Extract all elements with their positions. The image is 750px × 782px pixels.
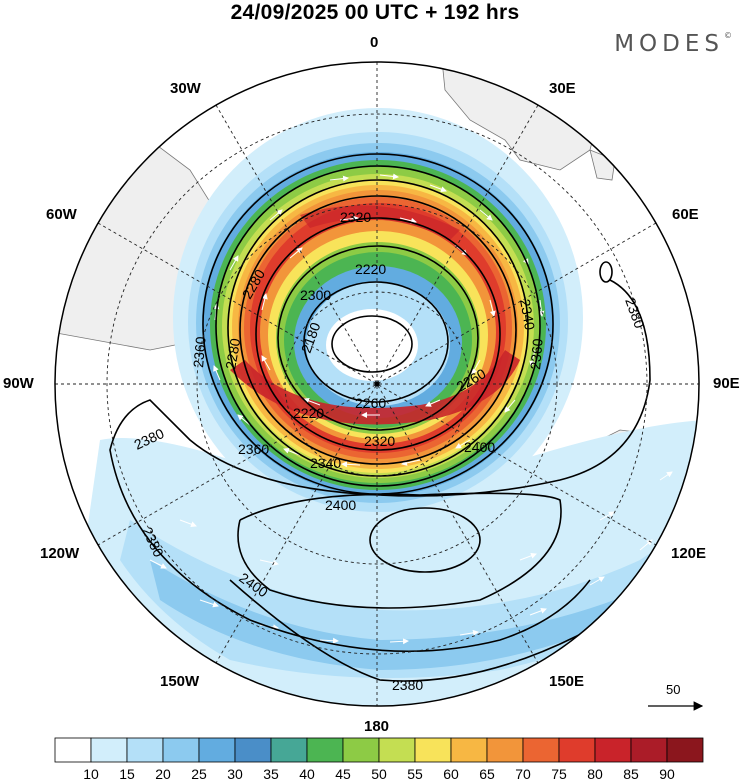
contour-label: 2400 bbox=[325, 497, 356, 513]
contour-2280 bbox=[255, 217, 501, 451]
contour-label: 2340 bbox=[517, 298, 538, 332]
contour-2320 bbox=[227, 179, 529, 477]
lon-label-120e: 120E bbox=[671, 545, 707, 562]
contour-label: 2300 bbox=[300, 287, 331, 303]
map-title: 24/09/2025 00 UTC + 192 hrs bbox=[230, 1, 520, 24]
meridian-30w bbox=[215, 104, 539, 664]
contour-label: 2340 bbox=[310, 455, 341, 471]
graticule bbox=[55, 62, 699, 706]
lon-label-150e: 150E bbox=[549, 673, 585, 690]
contour-label: 2380 bbox=[392, 677, 423, 693]
brand-text: MODES bbox=[614, 31, 724, 57]
contour-2380-east bbox=[109, 279, 651, 653]
contour-label: 2360 bbox=[238, 441, 269, 457]
reference-vector-label: 50 bbox=[666, 682, 681, 697]
lon-label-150w: 150W bbox=[160, 673, 200, 690]
contour-2220 bbox=[303, 281, 449, 403]
lon-label-60w: 60W bbox=[46, 206, 77, 223]
contour-label: 2320 bbox=[364, 433, 395, 449]
contour-2260 bbox=[277, 245, 479, 431]
north-jet-max bbox=[300, 205, 460, 240]
contour-2180 bbox=[331, 315, 413, 373]
lon-label-90w: 90W bbox=[3, 375, 34, 392]
contour-label: 2220 bbox=[293, 405, 324, 421]
south-pole-dot bbox=[374, 381, 380, 387]
contour-2400-belt bbox=[237, 492, 562, 609]
contour-label: 2280 bbox=[222, 337, 243, 371]
outer-band-core bbox=[150, 560, 640, 670]
contour-label: 2360 bbox=[190, 336, 209, 369]
lon-label-0: 0 bbox=[370, 34, 379, 51]
lon-label-30e: 30E bbox=[549, 80, 576, 97]
lon-label-120w: 120W bbox=[40, 545, 80, 562]
lon-label-30w: 30W bbox=[170, 80, 201, 97]
lon-label-90e: 90E bbox=[713, 375, 740, 392]
contour-label-group: 2180 2220 2220 2260 2260 2280 2280 2300 … bbox=[132, 209, 648, 693]
height-contours bbox=[109, 153, 651, 682]
contour-2380-south bbox=[229, 579, 641, 682]
jet-band-inner-10 bbox=[326, 309, 418, 381]
south-jet-max bbox=[230, 350, 520, 425]
brand-mark: © bbox=[724, 31, 732, 40]
latitude-circle-2 bbox=[196, 203, 558, 565]
contour-label: 2220 bbox=[355, 261, 386, 277]
contour-label: 2400 bbox=[464, 439, 495, 455]
meridian-60w bbox=[97, 222, 657, 546]
contour-small-loop bbox=[599, 261, 613, 283]
contour-2300 bbox=[239, 195, 517, 465]
map-border bbox=[54, 61, 700, 707]
meridian-60e bbox=[97, 222, 657, 546]
contour-2400-low bbox=[369, 507, 481, 573]
contour-label: 2260 bbox=[355, 395, 386, 411]
meridian-30e bbox=[215, 104, 539, 664]
latitude-circle-1 bbox=[106, 113, 648, 655]
lon-label-180: 180 bbox=[364, 718, 390, 735]
modes-logo: MODES© bbox=[614, 31, 732, 57]
contour-2340 bbox=[215, 165, 541, 487]
lon-label-60e: 60E bbox=[672, 206, 699, 223]
contour-label: 2320 bbox=[340, 209, 371, 225]
contour-label: 2360 bbox=[527, 338, 546, 371]
